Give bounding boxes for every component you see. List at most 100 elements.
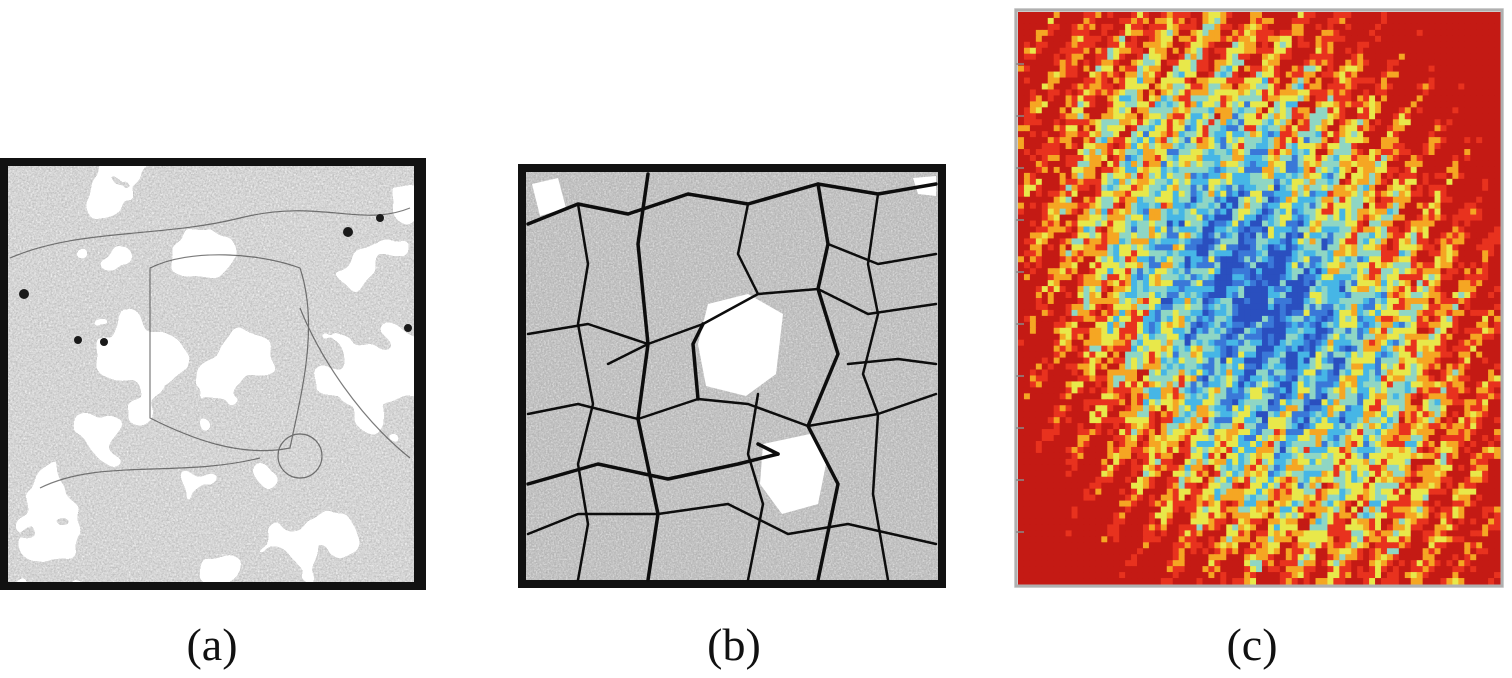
heatmap-cell [1291,232,1299,240]
heatmap-cell [1458,166,1465,174]
heatmap-cell [1428,244,1436,251]
heatmap-cell [1422,351,1430,359]
heatmap-cell [1250,202,1257,210]
heatmap-cell [1238,83,1245,91]
heatmap-cell [1214,208,1221,216]
heatmap-cell [1125,59,1132,67]
heatmap-cell [1428,113,1436,120]
heatmap-cell [1154,53,1162,61]
heatmap-cell [1035,202,1043,210]
heatmap-cell [1404,238,1412,245]
heatmap-cell [1059,232,1067,240]
heatmap-cell [1303,149,1311,156]
heatmap-cell [1494,47,1501,55]
heatmap-cell [1482,339,1489,347]
heatmap-cell [1351,214,1358,222]
heatmap-cell [1166,190,1174,198]
heatmap-cell [1226,321,1233,329]
heatmap-cell [1131,303,1138,311]
heatmap-cell [1053,17,1061,25]
heatmap-cell [1101,17,1108,25]
heatmap-cell [1202,315,1210,323]
heatmap-cell [1166,196,1174,204]
heatmap-cell [1238,89,1245,97]
heatmap-cell [1148,29,1156,37]
heatmap-cell [1119,172,1126,180]
heatmap-cell [1422,309,1430,317]
heatmap-cell [1131,345,1138,353]
heatmap-cell [1476,232,1483,240]
heatmap-cell [1452,89,1459,97]
heatmap-cell [1380,256,1388,263]
heatmap-cell [1392,357,1400,365]
heatmap-cell [1018,12,1025,19]
heatmap-cell [1452,238,1459,245]
heatmap-cell [1404,89,1412,97]
heatmap-cell [1041,274,1049,281]
heatmap-cell [1071,131,1079,138]
heatmap-cell [1137,327,1144,335]
heatmap-cell [1041,53,1049,61]
heatmap-cell [1345,262,1352,269]
heatmap-cell [1273,286,1281,293]
heatmap-cell [1202,262,1210,269]
heatmap-cell [1369,232,1376,240]
heatmap-cell [1142,298,1150,305]
heatmap-cell [1018,214,1025,222]
heatmap-cell [1398,363,1406,371]
heatmap-cell [1047,256,1055,263]
heatmap-cell [1357,363,1364,371]
heatmap-cell [1190,339,1198,347]
heatmap-cell [1119,327,1126,335]
heatmap-cell [1101,250,1108,257]
heatmap-cell [1357,137,1364,144]
heatmap-cell [1214,315,1221,323]
heatmap-cell [1196,131,1204,138]
heatmap-cell [1220,262,1227,269]
heatmap-cell [1404,208,1412,216]
crack-line [526,182,938,226]
heatmap-cell [1131,17,1138,25]
heatmap-cell [1059,143,1067,150]
heatmap-cell [1470,363,1477,371]
heatmap-cell [1386,208,1394,216]
heatmap-cell [1422,12,1430,19]
heatmap-cell [1291,298,1299,305]
heatmap-cell [1357,321,1364,329]
heatmap-cell [1196,333,1204,341]
heatmap-cell [1482,65,1489,73]
heatmap-cell [1398,321,1406,329]
heatmap-cell [1345,202,1352,210]
heatmap-cell [1386,17,1394,25]
heatmap-cell [1244,89,1251,97]
heatmap-cell [1303,113,1311,120]
heatmap-cell [1380,232,1388,240]
heatmap-cell [1267,35,1275,43]
heatmap-cell [1137,190,1144,198]
heatmap-cell [1285,321,1293,329]
heatmap-cell [1488,65,1495,73]
heatmap-cell [1095,363,1102,371]
heatmap-cell [1273,89,1281,97]
heatmap-cell [1410,113,1418,120]
heatmap-cell [1113,35,1120,43]
heatmap-cell [1351,59,1358,67]
heatmap-cell [1232,262,1239,269]
heatmap-cell [1053,178,1061,186]
heatmap-cell [1190,95,1198,102]
heatmap-cell [1077,292,1085,299]
heatmap-cell [1375,143,1382,150]
heatmap-cell [1220,65,1227,73]
heatmap-cell [1339,315,1346,323]
heatmap-cell [1166,238,1174,245]
heatmap-cell [1226,53,1233,61]
heatmap-cell [1375,309,1382,317]
heatmap-cell [1083,190,1091,198]
heatmap-cell [1386,119,1394,126]
heatmap-cell [1047,333,1055,341]
heatmap-cell [1458,71,1465,79]
heatmap-cell [1446,286,1453,293]
heatmap-cell [1041,113,1049,120]
heatmap-cell [1291,268,1299,275]
heatmap-cell [1125,12,1132,19]
